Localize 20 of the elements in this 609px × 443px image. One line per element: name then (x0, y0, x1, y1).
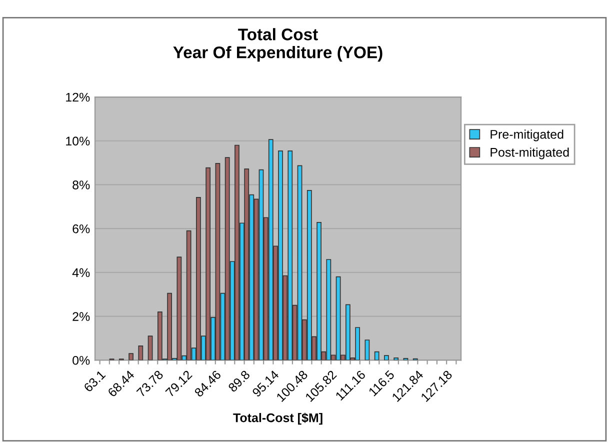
bar (394, 358, 399, 360)
y-tick-label: 12% (66, 92, 90, 102)
y-tick-label: 6% (72, 224, 90, 234)
bar (138, 345, 144, 360)
x-tick-label: 63.1 (83, 370, 106, 392)
bar (128, 353, 134, 360)
y-tick-label: 4% (72, 268, 90, 278)
legend-label: Pre-mitigated (490, 130, 564, 142)
legend-label: Post-mitigated (490, 148, 569, 160)
x-tick-label: 89.8 (228, 370, 250, 392)
y-tick-label: 8% (72, 180, 90, 190)
bar (148, 336, 153, 360)
y-tick-label: 0% (72, 356, 90, 365)
chart-title: Total Cost Year Of Expenditure (YOE) (173, 28, 382, 62)
bar (374, 351, 380, 360)
bar (364, 340, 370, 360)
bar (384, 355, 389, 360)
x-axis-title: Total-Cost [$M] (233, 412, 322, 425)
y-tick-label: 2% (72, 312, 90, 321)
y-tick-label: 10% (66, 136, 90, 146)
